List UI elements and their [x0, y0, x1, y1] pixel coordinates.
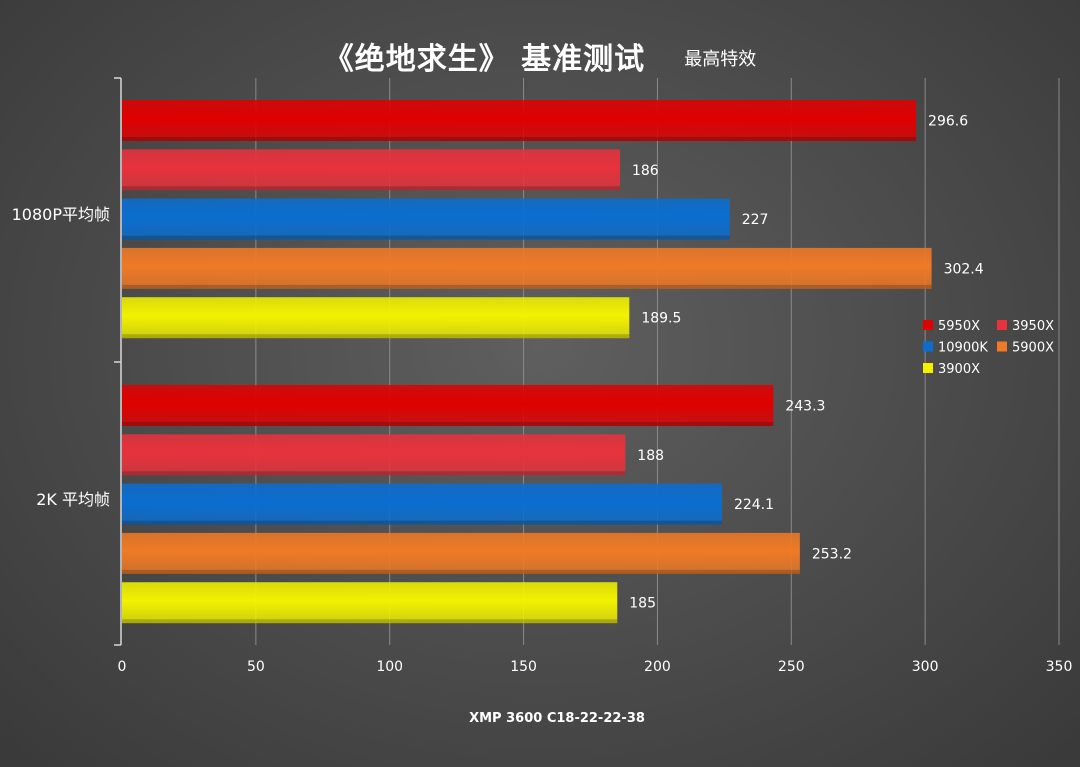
category-label: 2K 平均帧	[36, 490, 110, 509]
bar-10900K-1	[122, 483, 722, 525]
legend-label: 3950X	[1012, 319, 1054, 334]
bar-shade	[122, 471, 626, 476]
data-label: 243.3	[785, 399, 825, 415]
bar-shade	[122, 186, 620, 191]
chart-title: 《绝地求生》 基准测试	[323, 42, 646, 77]
bar-5950X-0	[122, 100, 917, 141]
x-tick-label: 300	[912, 659, 939, 675]
legend-label: 5900X	[1012, 341, 1054, 356]
legend-swatch-5950X	[923, 320, 933, 330]
legend-label: 10900K	[938, 341, 988, 356]
bar-3900X-0	[122, 297, 630, 339]
bar-shade	[122, 334, 630, 339]
x-tick-label: 0	[118, 659, 127, 675]
data-label: 188	[637, 448, 664, 464]
data-label: 186	[632, 163, 659, 179]
legend-swatch-3950X	[997, 320, 1007, 330]
x-tick-label: 150	[510, 659, 537, 675]
bar-5900X-0	[122, 247, 932, 289]
bar-shade	[122, 619, 618, 624]
bar-shade	[122, 284, 932, 289]
data-label: 253.2	[812, 546, 852, 562]
x-tick-label: 250	[778, 659, 805, 675]
data-label: 227	[742, 212, 769, 228]
category-axis	[114, 77, 122, 646]
legend: 5950X 3950X 10900K 5900X 3900X	[923, 319, 1054, 377]
bar-3950X-0	[122, 149, 620, 191]
chart-title-block: 《绝地求生》 基准测试 最高特效	[0, 34, 1080, 78]
x-tick-label: 200	[644, 659, 671, 675]
legend-swatch-10900K	[923, 341, 933, 352]
x-axis-caption: XMP 3600 C18-22-22-38	[469, 711, 645, 726]
data-label: 185	[629, 596, 656, 612]
data-label: 296.6	[928, 114, 968, 130]
bar-shade	[122, 569, 800, 574]
chart-subtitle: 最高特效	[684, 49, 757, 70]
bar-5900X-1	[122, 532, 800, 574]
legend-label: 5950X	[938, 319, 980, 334]
legend-swatch-3900X	[923, 363, 933, 373]
bar-10900K-0	[122, 198, 730, 240]
legend-label: 3900X	[938, 362, 980, 377]
data-label: 224.1	[734, 497, 774, 513]
bar-3900X-1	[122, 582, 618, 624]
x-tick-label: 350	[1046, 659, 1073, 675]
data-label: 302.4	[944, 261, 984, 277]
category-label: 1080P平均帧	[12, 205, 110, 224]
x-tick-label: 100	[376, 659, 403, 675]
bar-shade	[122, 422, 774, 426]
bar-3950X-1	[122, 434, 626, 476]
bar-shade	[122, 520, 722, 525]
bar-shade	[122, 137, 917, 141]
bar-5950X-1	[122, 385, 774, 426]
legend-swatch-5900X	[997, 341, 1007, 352]
data-label: 189.5	[641, 311, 681, 327]
bar-shade	[122, 235, 730, 240]
x-tick-label: 50	[247, 659, 265, 675]
